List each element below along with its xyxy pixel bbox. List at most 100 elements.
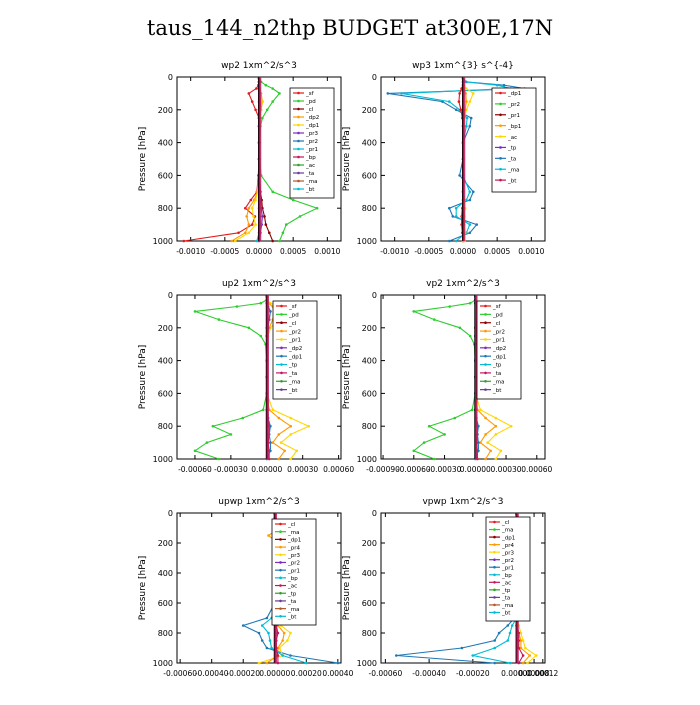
y-tick-label: 200 xyxy=(362,324,377,333)
series-point xyxy=(252,215,255,218)
x-tick-label: 0.00030 xyxy=(287,465,318,474)
series-point xyxy=(291,198,295,202)
legend-marker xyxy=(280,321,283,325)
legend: _cl_ma_dp1_pr4_pr3_pr2_pr1_bp_ac_tp_ta_m… xyxy=(485,516,531,622)
series-point xyxy=(454,108,458,112)
y-tick-label: 0 xyxy=(168,509,173,518)
series-point xyxy=(193,310,197,313)
legend-label: _bt xyxy=(288,388,298,394)
legend-marker xyxy=(493,528,496,531)
legend-label: _pr1 xyxy=(305,147,318,153)
series-point xyxy=(247,231,251,235)
legend-marker xyxy=(493,535,496,539)
x-tick-label: -0.00030 xyxy=(214,465,248,474)
legend-label: _bt xyxy=(287,615,297,621)
legend-label: _bt xyxy=(492,388,502,394)
series-point xyxy=(519,639,523,642)
series-point xyxy=(247,92,251,95)
series-point xyxy=(278,239,281,243)
series-point xyxy=(465,100,468,103)
series-point xyxy=(468,100,472,103)
x-tick-label: -0.0005 xyxy=(210,247,239,256)
y-tick-label: 800 xyxy=(362,629,377,638)
series-point xyxy=(250,223,254,226)
legend-marker xyxy=(297,123,300,127)
legend-label: _ac xyxy=(287,584,297,590)
x-tick-label: 0.00020 xyxy=(291,669,322,678)
legend-label: _bp xyxy=(305,155,316,161)
legend-marker xyxy=(279,599,282,603)
series-point xyxy=(477,441,480,444)
legend-label: _pd xyxy=(492,313,503,319)
x-tick-label: -0.0005 xyxy=(414,247,443,256)
legend-box xyxy=(476,300,522,400)
legend-marker xyxy=(297,91,300,95)
series-point xyxy=(265,616,269,620)
legend-marker xyxy=(499,124,502,127)
legend-label: _pr2 xyxy=(287,561,300,567)
legend-marker xyxy=(280,338,283,341)
legend-marker xyxy=(484,329,487,333)
series-point xyxy=(205,441,209,444)
legend-label: _cl xyxy=(288,321,297,327)
legend-marker xyxy=(499,135,502,138)
series-point xyxy=(276,631,280,635)
chart-title: up2 1xm^2/s^3 xyxy=(222,279,296,289)
legend-marker xyxy=(279,530,282,533)
legend-marker xyxy=(493,611,496,614)
series-point xyxy=(257,631,261,635)
series-point xyxy=(283,449,287,453)
series-point xyxy=(524,646,527,650)
legend-label: _pr2 xyxy=(501,558,514,564)
series-point xyxy=(267,534,270,537)
series-point xyxy=(211,424,215,428)
series-point xyxy=(230,239,233,243)
series-point xyxy=(276,661,280,665)
legend-marker xyxy=(484,371,487,375)
series-point xyxy=(493,661,497,665)
x-tick-label: -0.00040 xyxy=(412,669,446,678)
series-point xyxy=(259,334,263,338)
series-point xyxy=(265,108,269,112)
legend-label: _bt xyxy=(501,611,511,617)
series-point xyxy=(241,416,245,420)
legend-label: _pd xyxy=(305,99,316,105)
legend-label: _pr4 xyxy=(501,543,515,549)
series-point xyxy=(448,239,451,243)
series-point xyxy=(458,92,461,95)
series-point xyxy=(336,661,340,665)
legend-label: _sf xyxy=(305,91,315,97)
series-point xyxy=(468,334,472,338)
legend-marker xyxy=(280,388,283,391)
series-point xyxy=(271,100,275,103)
legend-label: _dp2 xyxy=(288,346,302,352)
series-point xyxy=(278,92,281,95)
series-line-cl xyxy=(234,78,263,242)
y-tick-label: 800 xyxy=(362,204,377,213)
series-point xyxy=(459,108,463,112)
chart-title: vpwp 1xm^2/s^3 xyxy=(422,497,503,507)
series-point xyxy=(494,433,498,436)
series-point xyxy=(217,457,221,461)
series-point xyxy=(453,416,457,420)
legend-label: _dp2 xyxy=(305,115,319,121)
legend-marker xyxy=(297,163,300,167)
series-point xyxy=(479,408,482,412)
series-point xyxy=(484,416,487,420)
legend-marker xyxy=(297,107,300,111)
series-point xyxy=(494,416,498,420)
legend-marker xyxy=(279,522,282,526)
legend-marker xyxy=(484,338,487,341)
legend-marker xyxy=(484,304,487,308)
figure-title: taus_144_n2thp BUDGET at300E,17N xyxy=(146,16,554,40)
legend-marker xyxy=(279,561,282,564)
y-tick-label: 200 xyxy=(158,324,173,333)
legend: _sf _pd _cl _dp2 _dp1 _pr3 _pr2 _pr1 _bp _ac _ta _m… xyxy=(289,87,335,199)
legend-label: _pr1 xyxy=(492,338,505,344)
legend-label: _dp1 xyxy=(305,123,319,129)
series-point xyxy=(400,92,403,95)
legend-label: _cl xyxy=(492,321,501,327)
legend-label: _ma xyxy=(501,528,513,534)
y-axis-label: Pressure [hPa] xyxy=(138,556,148,621)
series-point xyxy=(277,457,281,461)
